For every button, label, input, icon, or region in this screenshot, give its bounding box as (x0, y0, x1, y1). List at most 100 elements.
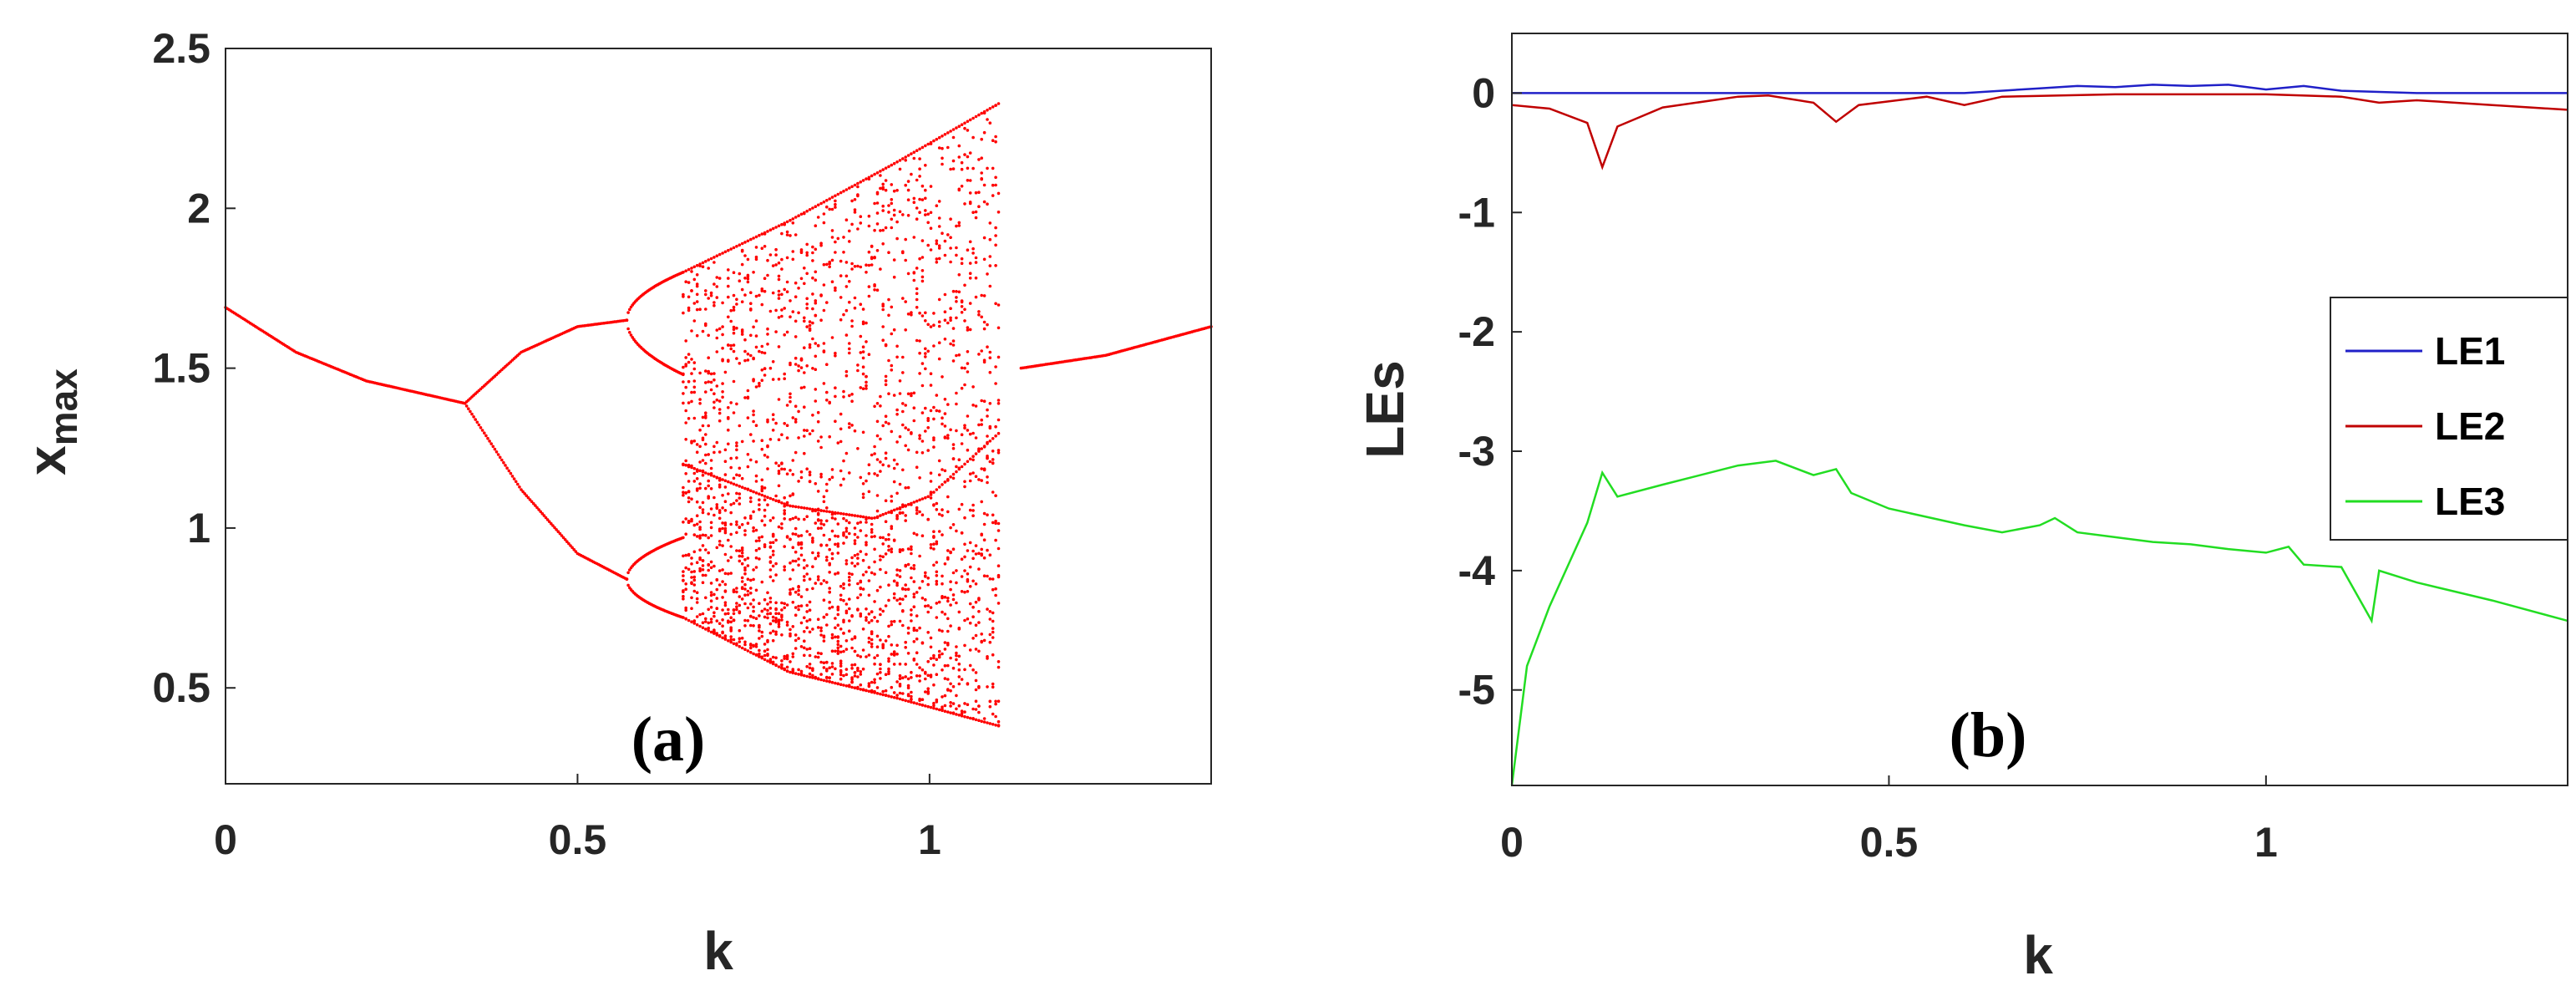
bifurcation-point (783, 517, 786, 521)
bifurcation-point (912, 278, 916, 282)
bifurcation-point (749, 514, 753, 518)
bifurcation-point (766, 333, 769, 336)
bifurcation-point (791, 505, 795, 508)
bifurcation-point (853, 686, 857, 690)
bifurcation-point (811, 536, 814, 540)
bifurcation-point (951, 457, 956, 460)
bifurcation-point (777, 398, 781, 401)
bifurcation-point (850, 572, 854, 577)
bifurcation-point (690, 620, 693, 623)
bifurcation-point (687, 496, 691, 500)
bifurcation-point (763, 607, 767, 611)
bifurcation-point (867, 214, 871, 218)
bifurcation-point (749, 578, 753, 582)
bifurcation-point (799, 212, 804, 216)
bifurcation-point (794, 606, 798, 609)
bifurcation-point (887, 511, 890, 514)
bifurcation-point (901, 423, 905, 427)
bifurcation-point (698, 445, 702, 449)
bifurcation-point (763, 523, 767, 527)
bifurcation-point (887, 598, 890, 602)
bifurcation-point (704, 289, 707, 292)
bifurcation-point (881, 209, 885, 212)
bifurcation-point (974, 600, 978, 604)
bifurcation-point (960, 557, 964, 561)
bifurcation-point (901, 623, 905, 628)
bifurcation-point (512, 477, 516, 480)
bifurcation-point (707, 267, 710, 270)
bifurcation-point (738, 610, 742, 613)
bifurcation-point (754, 588, 758, 592)
bifurcation-point (834, 534, 837, 538)
bifurcation-point (971, 455, 975, 458)
bifurcation-point (870, 610, 874, 614)
bifurcation-point (982, 720, 986, 724)
bifurcation-point (830, 557, 834, 561)
bifurcation-point (957, 353, 961, 357)
bifurcation-point (550, 521, 553, 526)
bifurcation-point (951, 359, 956, 363)
bifurcation-point (963, 618, 966, 623)
bifurcation-point (819, 626, 823, 630)
bifurcation-point (861, 387, 865, 391)
bifurcation-point (797, 542, 800, 546)
bifurcation-point (715, 475, 719, 480)
bifurcation-point (715, 607, 719, 610)
bifurcation-point (946, 434, 950, 437)
bifurcation-point (996, 431, 1001, 435)
bifurcation-point (943, 412, 947, 415)
bifurcation-point (692, 622, 697, 625)
bifurcation-point (785, 620, 789, 624)
bifurcation-point (707, 512, 710, 516)
bifurcation-point (842, 532, 845, 536)
bifurcation-point (797, 592, 800, 597)
bifurcation-point (814, 342, 818, 345)
bifurcation-point (980, 137, 983, 141)
bifurcation-point (879, 394, 882, 399)
bifurcation-point (814, 313, 818, 318)
bifurcation-point (760, 344, 764, 348)
bifurcation-point (941, 146, 944, 150)
bifurcation-point (754, 653, 758, 657)
bifurcation-point (789, 392, 792, 396)
bifurcation-point (794, 356, 798, 360)
bifurcation-point (856, 666, 860, 670)
bifurcation-point (920, 279, 925, 283)
bifurcation-point (799, 534, 804, 537)
bifurcation-point (537, 508, 540, 511)
bifurcation-point (912, 236, 916, 239)
bifurcation-point (732, 642, 736, 646)
bifurcation-point (901, 597, 905, 601)
bifurcation-point (721, 608, 724, 612)
bifurcation-point (712, 400, 716, 404)
bifurcation-point (721, 478, 724, 481)
bifurcation-point (732, 349, 736, 353)
bifurcation-point (721, 358, 724, 362)
bifurcation-point (701, 511, 705, 515)
bifurcation-point (932, 405, 936, 409)
bifurcation-point (892, 579, 896, 583)
bifurcation-point (873, 201, 876, 206)
bifurcation-point (904, 300, 907, 303)
bifurcation-point (915, 651, 919, 654)
bifurcation-point (768, 546, 773, 549)
bifurcation-point (740, 333, 744, 336)
bifurcation-point (488, 440, 491, 443)
bifurcation-point (850, 562, 854, 565)
legend-box (2330, 297, 2568, 541)
panel-b-xtick-label: 1 (2254, 819, 2278, 866)
bifurcation-point (774, 461, 778, 465)
bifurcation-point (884, 537, 888, 541)
bifurcation-point (752, 568, 755, 572)
bifurcation-point (822, 679, 826, 683)
bifurcation-point (768, 622, 773, 626)
bifurcation-point (704, 461, 707, 465)
bifurcation-point (898, 619, 902, 623)
bifurcation-point (879, 536, 882, 540)
bifurcation-point (780, 608, 783, 612)
bifurcation-point (986, 475, 989, 479)
bifurcation-point (695, 500, 699, 504)
bifurcation-point (805, 530, 809, 533)
bifurcation-point (957, 714, 961, 717)
bifurcation-point (920, 641, 925, 645)
